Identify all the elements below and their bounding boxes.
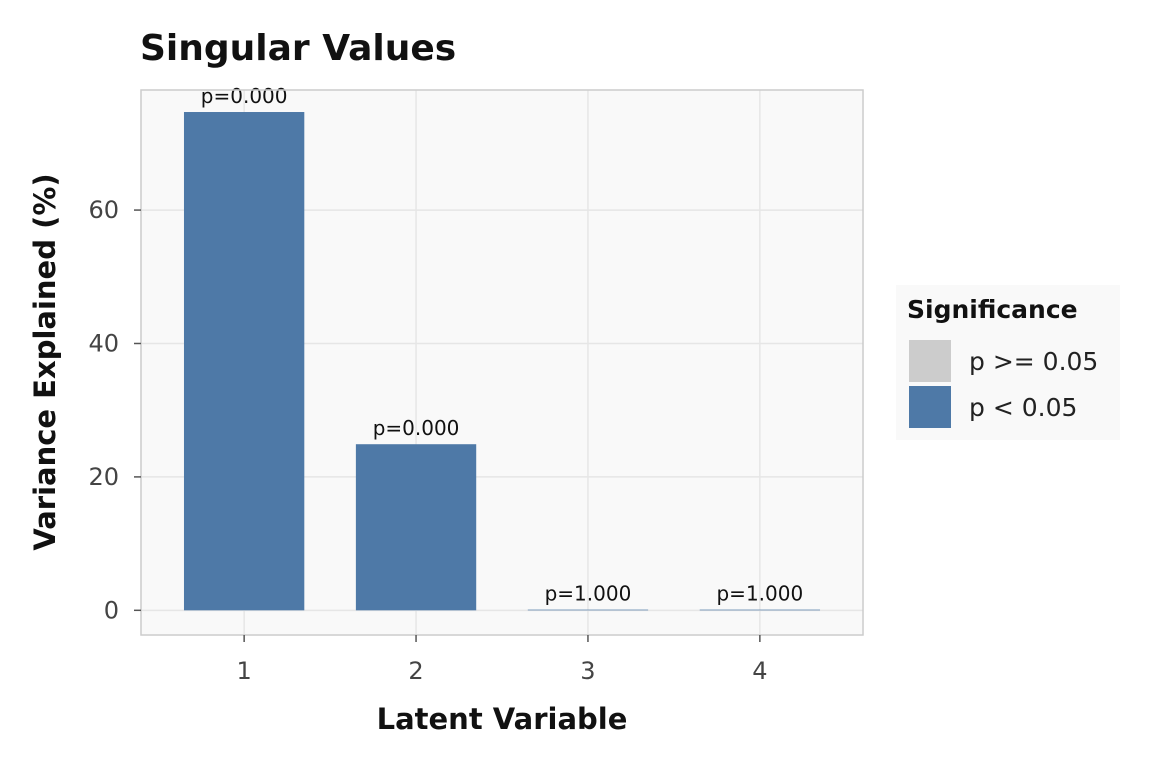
y-axis-ticks: 0 20 40 60	[88, 196, 141, 624]
y-tick-label: 0	[104, 596, 119, 624]
bar-p-value-label: p=1.000	[545, 582, 632, 606]
y-tick-label: 40	[88, 329, 119, 357]
bar-lv-1	[183, 112, 305, 611]
bar-value-labels: p=0.000 p=0.000 p=1.000 p=1.000	[201, 84, 803, 606]
legend-swatch-not-significant	[909, 340, 951, 382]
x-axis-title: Latent Variable	[377, 702, 628, 736]
legend-label-significant: p < 0.05	[969, 393, 1077, 422]
bar-p-value-label: p=0.000	[373, 416, 460, 440]
chart-title: Singular Values	[140, 28, 456, 69]
x-tick-label: 2	[408, 657, 423, 685]
x-tick-label: 3	[580, 657, 595, 685]
plot-border	[140, 89, 864, 636]
y-tick-label: 60	[88, 196, 119, 224]
x-axis-ticks: 1 2 3 4	[237, 635, 767, 685]
bar-lv-2	[355, 444, 477, 611]
bar-p-value-label: p=0.000	[201, 84, 288, 108]
x-tick-label: 4	[752, 657, 767, 685]
bar-lv-3	[527, 609, 649, 611]
bar-p-value-label: p=1.000	[716, 582, 803, 606]
bar-lv-4	[699, 609, 821, 611]
legend: Significance p >= 0.05 p < 0.05	[896, 285, 1120, 440]
legend-title: Significance	[907, 295, 1078, 324]
bars	[183, 112, 821, 611]
legend-swatch-significant	[909, 386, 951, 428]
legend-label-not-significant: p >= 0.05	[969, 347, 1098, 376]
y-tick-label: 20	[88, 463, 119, 491]
x-tick-label: 1	[237, 657, 252, 685]
y-axis-title: Variance Explained (%)	[28, 173, 62, 550]
